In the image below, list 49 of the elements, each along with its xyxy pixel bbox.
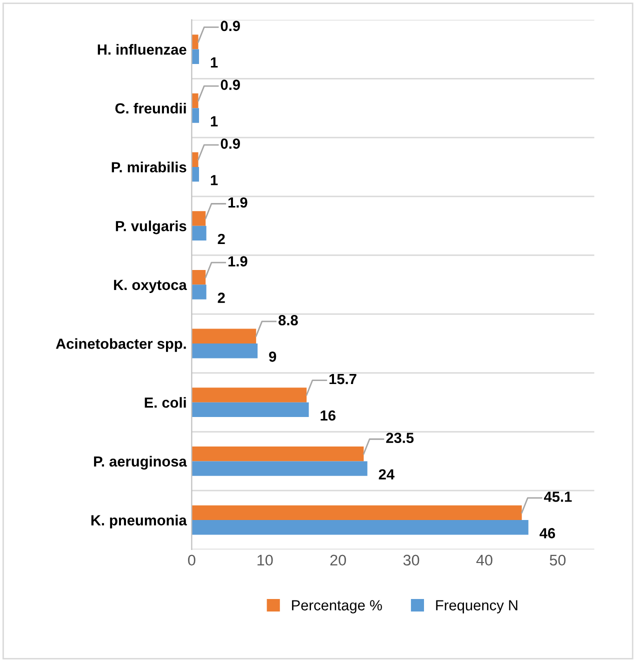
bar bbox=[192, 402, 309, 418]
data-label: 1 bbox=[210, 175, 218, 186]
data-label: 16 bbox=[320, 410, 336, 421]
bar bbox=[192, 388, 307, 402]
bar bbox=[192, 34, 198, 50]
data-label: 24 bbox=[378, 469, 394, 480]
y-tick-label: Acinetobacter spp. bbox=[56, 338, 186, 352]
x-tick-label: 30 bbox=[403, 554, 420, 566]
bar bbox=[192, 328, 256, 344]
bar bbox=[192, 461, 368, 476]
data-label: 45.1 bbox=[544, 492, 572, 502]
data-label: 9 bbox=[269, 352, 276, 362]
data-label: 8.8 bbox=[278, 315, 298, 326]
y-tick-label: C. freundii bbox=[115, 102, 186, 114]
data-label: 2 bbox=[218, 234, 225, 244]
bar bbox=[192, 211, 206, 226]
bar bbox=[192, 344, 258, 358]
data-label: 1 bbox=[210, 116, 218, 126]
y-tick-label: P. vulgaris bbox=[116, 220, 186, 234]
y-tick-label: K. pneumonia bbox=[91, 514, 187, 528]
bar bbox=[192, 284, 206, 300]
y-tick-label: H. influenzae bbox=[98, 44, 186, 55]
x-tick-label: 40 bbox=[476, 554, 492, 566]
x-tick-label: 0 bbox=[188, 554, 196, 566]
x-tick-label: 10 bbox=[258, 554, 273, 566]
data-label: 2 bbox=[218, 292, 225, 303]
y-tick-label: K. oxytoca bbox=[114, 280, 187, 293]
data-label: 15.7 bbox=[329, 374, 356, 384]
legend-label: Frequency N bbox=[436, 600, 518, 614]
data-label: 1.9 bbox=[228, 197, 248, 208]
bar bbox=[192, 446, 364, 462]
data-label: 0.9 bbox=[220, 20, 240, 32]
data-label: 1 bbox=[210, 57, 218, 68]
bar bbox=[192, 505, 522, 520]
data-label: 1.9 bbox=[228, 256, 248, 267]
bar bbox=[192, 270, 206, 285]
y-tick-label: E. coli bbox=[144, 397, 186, 408]
x-tick-label: 20 bbox=[330, 554, 346, 566]
data-label: 0.9 bbox=[220, 80, 240, 90]
bar bbox=[192, 226, 206, 241]
y-tick-label: P. mirabilis bbox=[112, 162, 186, 172]
data-label: 23.5 bbox=[386, 432, 414, 444]
legend-label: Percentage % bbox=[292, 600, 382, 614]
data-label: 46 bbox=[540, 528, 556, 538]
x-tick-label: 50 bbox=[550, 554, 566, 566]
bar bbox=[192, 108, 200, 123]
data-label: 0.9 bbox=[220, 138, 240, 149]
y-tick-label: P. aeruginosa bbox=[94, 456, 187, 470]
bar bbox=[192, 520, 528, 535]
